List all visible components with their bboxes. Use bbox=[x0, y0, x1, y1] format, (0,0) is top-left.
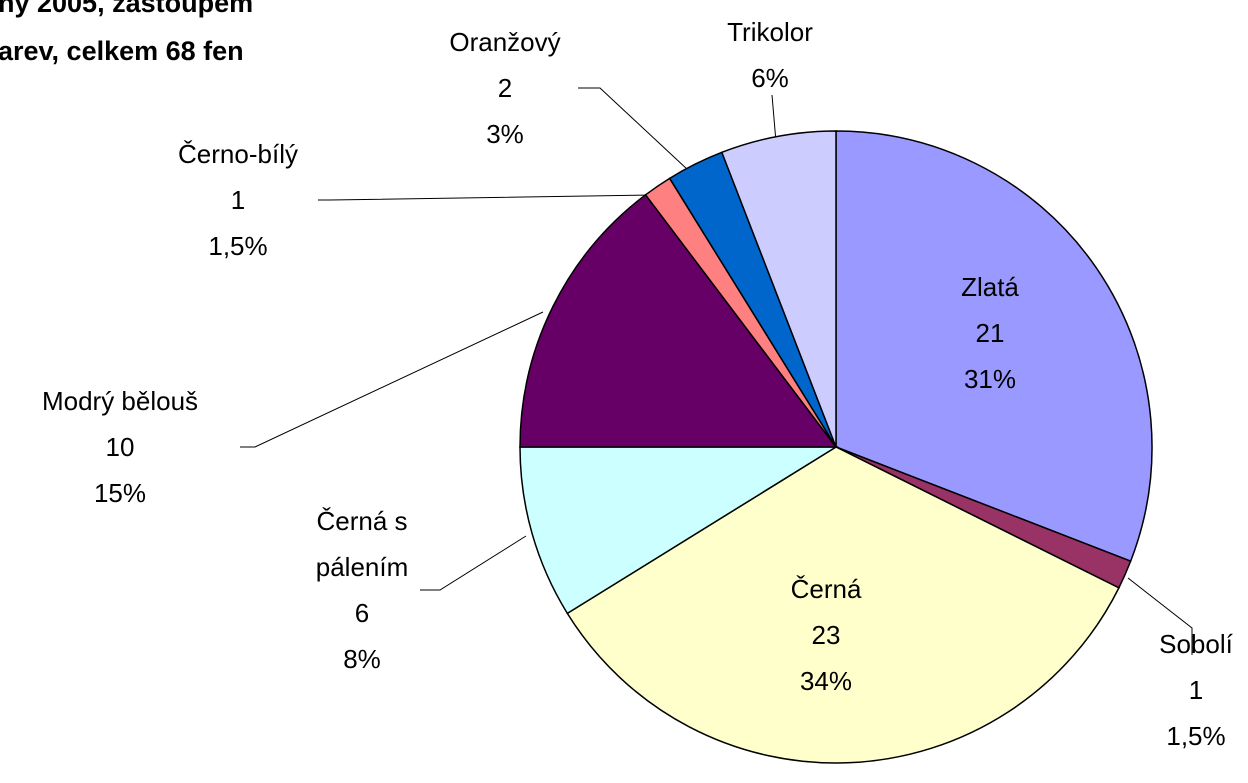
category-label: Černo-bílý bbox=[178, 139, 298, 169]
category-label: Trikolor bbox=[727, 17, 813, 47]
percent-label: 1,5% bbox=[1166, 721, 1226, 751]
chart-title: ny 2005, zastoupem bbox=[0, 0, 254, 18]
data-label: Trikolor 6% bbox=[727, 9, 813, 101]
count-label: 1 bbox=[1188, 675, 1204, 705]
data-label: Černá s pálením 6 8% bbox=[277, 498, 447, 682]
pie-slice bbox=[519, 446, 839, 615]
pie-slice bbox=[720, 130, 837, 448]
pie-slice bbox=[566, 446, 1120, 764]
percent-label: 31% bbox=[963, 364, 1017, 394]
leader-line bbox=[318, 194, 655, 201]
data-label: Černo-bílý 1 1,5% bbox=[178, 131, 298, 269]
count-label: 23 bbox=[811, 620, 841, 650]
category-label: Modrý bělouš bbox=[41, 386, 199, 416]
pie-slice bbox=[519, 193, 838, 448]
category-label: Oranžový bbox=[449, 27, 561, 57]
count-label: 6 bbox=[354, 598, 370, 628]
data-label: Sobolí 1 1,5% bbox=[1159, 621, 1233, 759]
leader-line bbox=[578, 87, 689, 171]
percent-label: 1,5% bbox=[208, 231, 268, 261]
category-label: Černá s pálením bbox=[315, 506, 409, 582]
data-label: Oranžový 2 3% bbox=[449, 19, 560, 157]
data-label: Modrý bělouš 10 15% bbox=[42, 378, 198, 516]
chart-title: arev, celkem 68 fen bbox=[0, 36, 244, 66]
category-label: Sobolí bbox=[1159, 629, 1233, 659]
count-label: 1 bbox=[230, 185, 246, 215]
leader-line bbox=[1127, 577, 1193, 655]
pie-slice bbox=[835, 130, 1153, 563]
leader-line bbox=[240, 311, 544, 448]
count-label: 21 bbox=[975, 318, 1005, 348]
percent-label: 34% bbox=[799, 666, 853, 696]
leader-lines bbox=[240, 87, 1193, 655]
percent-label: 8% bbox=[343, 644, 381, 674]
count-label: 2 bbox=[497, 73, 513, 103]
data-label: Černá 23 34% bbox=[791, 566, 862, 704]
count-label: 10 bbox=[105, 432, 135, 462]
leader-line bbox=[420, 535, 527, 591]
percent-label: 15% bbox=[93, 478, 147, 508]
leader-line bbox=[771, 94, 777, 143]
category-label: Zlatá bbox=[961, 272, 1019, 302]
data-label: Zlatá 21 31% bbox=[961, 264, 1019, 402]
category-label: Černá bbox=[790, 574, 862, 604]
percent-label: 3% bbox=[486, 119, 524, 149]
percent-label: 6% bbox=[751, 63, 789, 93]
